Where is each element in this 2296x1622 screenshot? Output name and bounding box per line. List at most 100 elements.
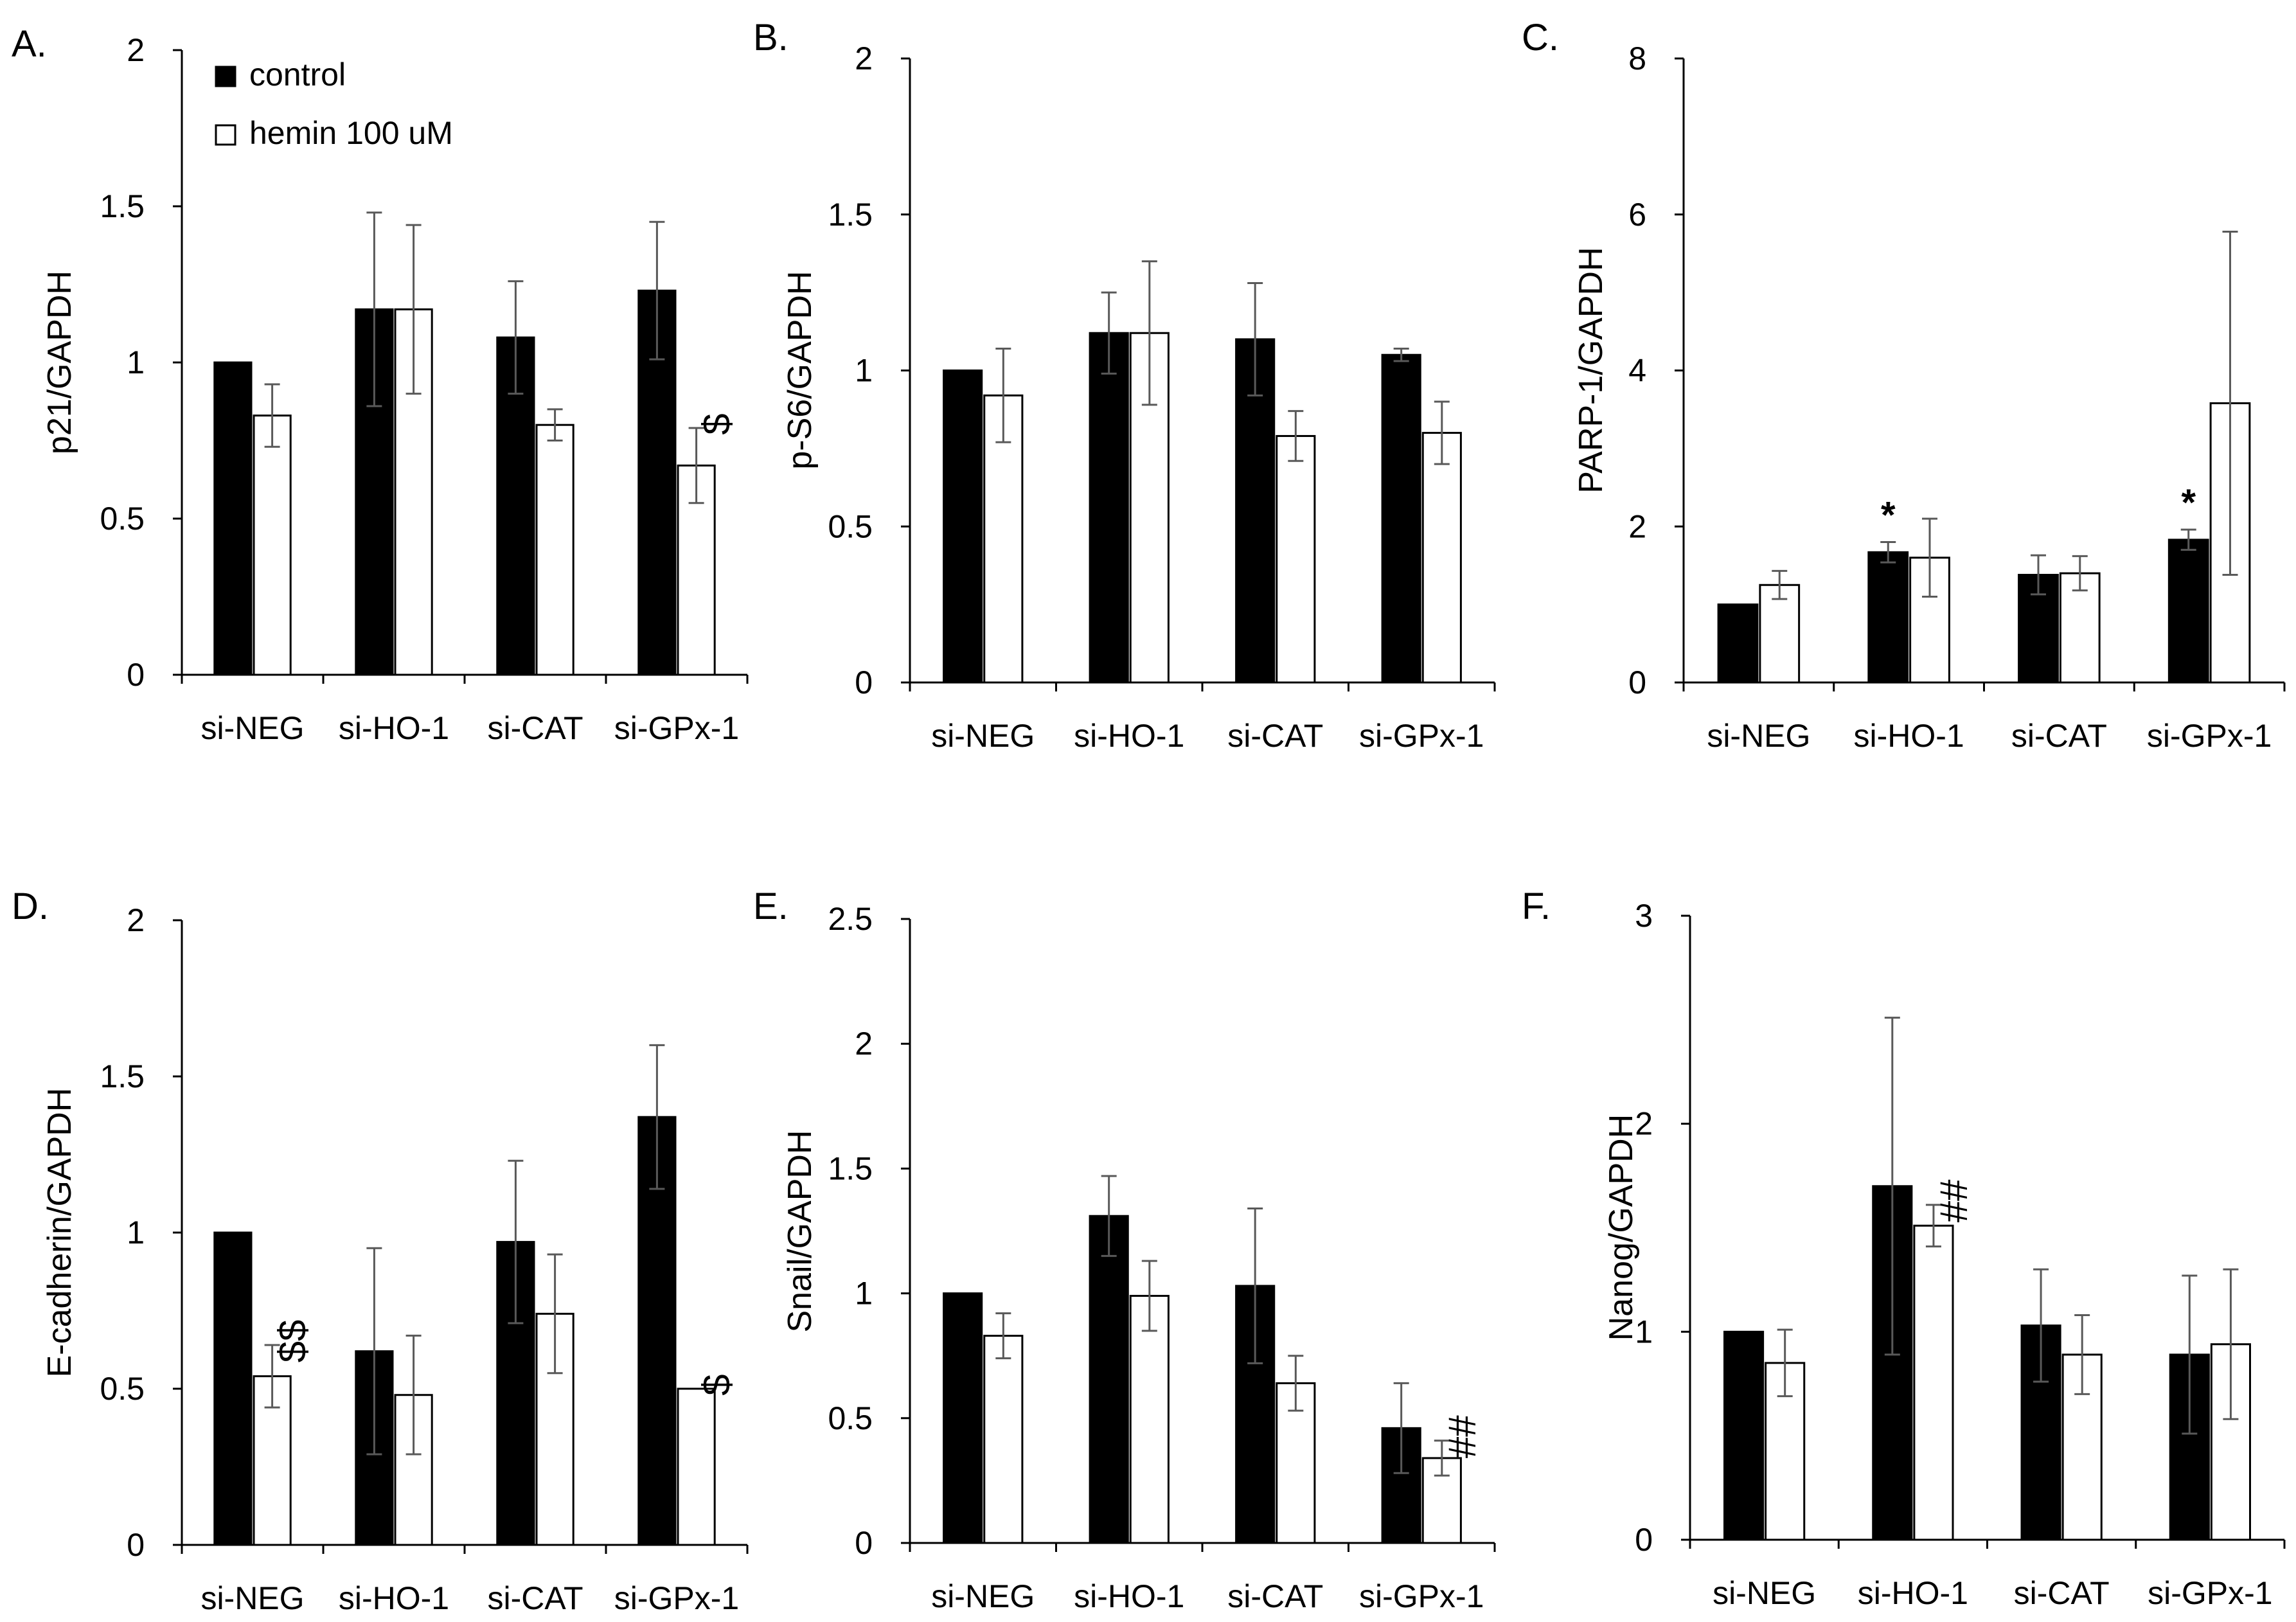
y-tick-label: 1.5 [100,188,145,224]
bar-control [2167,539,2209,684]
y-tick-label: 2 [127,32,145,68]
bar-control [1089,332,1129,684]
legend-swatch-hemin [215,124,236,146]
y-tick-label: 8 [1628,40,1646,76]
x-tick-label: si-NEG [1707,718,1810,754]
y-tick-label: 2 [855,40,873,76]
chart-c: C. PARP-1/GAPDH 0 2 4 6 8 si-NEG si-HO-1 si-CAT si… [1522,17,2286,754]
bar-hemin [1759,584,1801,684]
y-tick-label: 2 [1628,508,1646,544]
x-tick-label: si-HO-1 [1858,1575,1968,1611]
y-axis-label: Snail/GAPDH [781,1130,819,1333]
y-axis-label: PARP-1/GAPDH [1572,247,1610,493]
x-tick-label: si-CAT [1227,1578,1323,1614]
y-tick-label: 1 [127,344,145,380]
y-tick-label: 4 [1628,353,1646,389]
y-tick-label: 2.5 [828,901,873,937]
bar-hemin [1913,1224,1954,1541]
x-tick-label: si-CAT [2011,718,2107,754]
chart-f: F. Nanog/GAPDH 0 1 2 3 si-NEG si-HO-1 si-CAT si-G… [1522,886,2286,1611]
x-tick-label: si-GPx-1 [614,710,739,746]
y-tick-label: 1 [127,1215,145,1251]
chart-a: A. p21/GAPDH 0 0.5 1 1.5 2 si-NEG si-HO-1 si-CAT s… [12,23,749,746]
y-tick-label: 0 [855,1525,873,1561]
bar-control [943,1292,983,1544]
y-tick-label: 0 [127,657,145,693]
chart-d: D. E-cadherin/GAPDH 0 0.5 1 1.5 2 si-NEG si-HO-1… [12,886,749,1616]
y-tick-label: 1.5 [828,197,873,233]
y-tick-label: 0.5 [100,1371,145,1407]
panel-label: F. [1522,886,1551,927]
x-tick-label: si-CAT [2014,1575,2110,1611]
panel-label: B. [753,17,788,58]
y-axis-label: p-S6/GAPDH [781,271,819,469]
bar-control [213,361,253,676]
x-tick-label: si-HO-1 [1074,1578,1184,1614]
y-tick-label: 0 [1628,664,1646,700]
significance-marker: $$ [271,1320,314,1363]
y-tick-label: 1.5 [828,1150,873,1186]
x-tick-label: si-GPx-1 [2147,718,2272,754]
bar-control [1381,353,1421,684]
bar-control [1717,603,1759,684]
x-tick-label: si-GPx-1 [1359,1578,1484,1614]
significance-marker: * [1881,495,1896,537]
y-axis-label: Nanog/GAPDH [1603,1114,1640,1341]
bar-hemin [2059,572,2101,684]
bar-control [1235,338,1276,684]
x-tick-label: si-GPx-1 [614,1580,739,1616]
bar-hemin [1276,434,1316,684]
significance-marker: ## [1932,1179,1975,1222]
bar-hemin [1129,332,1170,684]
bar-hemin [677,1387,716,1546]
panel-label: A. [12,23,47,65]
y-axis-label: E-cadherin/GAPDH [41,1088,78,1378]
legend-swatch-control [215,66,236,87]
x-tick-label: si-NEG [931,1578,1035,1614]
x-tick-label: si-CAT [1227,718,1323,754]
y-tick-label: 0 [1635,1522,1653,1558]
y-tick-label: 2 [855,1026,873,1062]
y-tick-label: 0.5 [100,501,145,537]
bar-control [213,1231,253,1546]
bar-hemin [535,423,574,676]
x-tick-label: si-CAT [487,1580,583,1616]
x-tick-label: si-NEG [200,1580,304,1616]
y-tick-label: 0.5 [828,508,873,544]
significance-marker: $ [695,1374,738,1395]
significance-marker: $ [695,413,738,434]
x-tick-label: si-HO-1 [339,710,449,746]
bar-hemin [1129,1294,1170,1544]
panel-label: E. [753,886,788,927]
y-tick-label: 0 [127,1527,145,1563]
x-tick-label: si-NEG [931,718,1035,754]
legend-label-control: control [249,57,346,93]
y-tick-label: 3 [1635,898,1653,934]
y-tick-label: 1 [1635,1314,1653,1350]
bar-control [1723,1330,1765,1541]
y-tick-label: 2 [1635,1106,1653,1142]
legend-label-hemin: hemin 100 uM [249,115,453,151]
x-tick-label: si-HO-1 [1074,718,1184,754]
y-tick-label: 1 [855,353,873,389]
significance-marker: ## [1441,1415,1484,1458]
bar-control [1089,1215,1129,1544]
y-axis-label: p21/GAPDH [41,271,78,454]
panel-label: C. [1522,17,1559,58]
x-tick-label: si-HO-1 [339,1580,449,1616]
y-tick-label: 0 [855,664,873,700]
chart-b: B. p-S6/GAPDH 0 0.5 1 1.5 2 si-NEG si-HO-1 si-CAT… [753,17,1496,754]
x-tick-label: si-NEG [200,710,304,746]
bar-hemin [253,414,292,676]
bar-hemin [983,394,1024,684]
x-tick-label: si-CAT [487,710,583,746]
y-tick-label: 2 [127,902,145,938]
significance-marker: * [2181,482,2196,524]
panel-label: D. [12,886,49,927]
x-tick-label: si-NEG [1713,1575,1816,1611]
bar-hemin [983,1335,1024,1544]
x-tick-label: si-GPx-1 [2148,1575,2272,1611]
chart-e: E. Snail/GAPDH 0 0.5 1 1.5 2 2.5 si-NEG si-HO-1 si… [753,886,1496,1614]
x-tick-label: si-HO-1 [1854,718,1964,754]
